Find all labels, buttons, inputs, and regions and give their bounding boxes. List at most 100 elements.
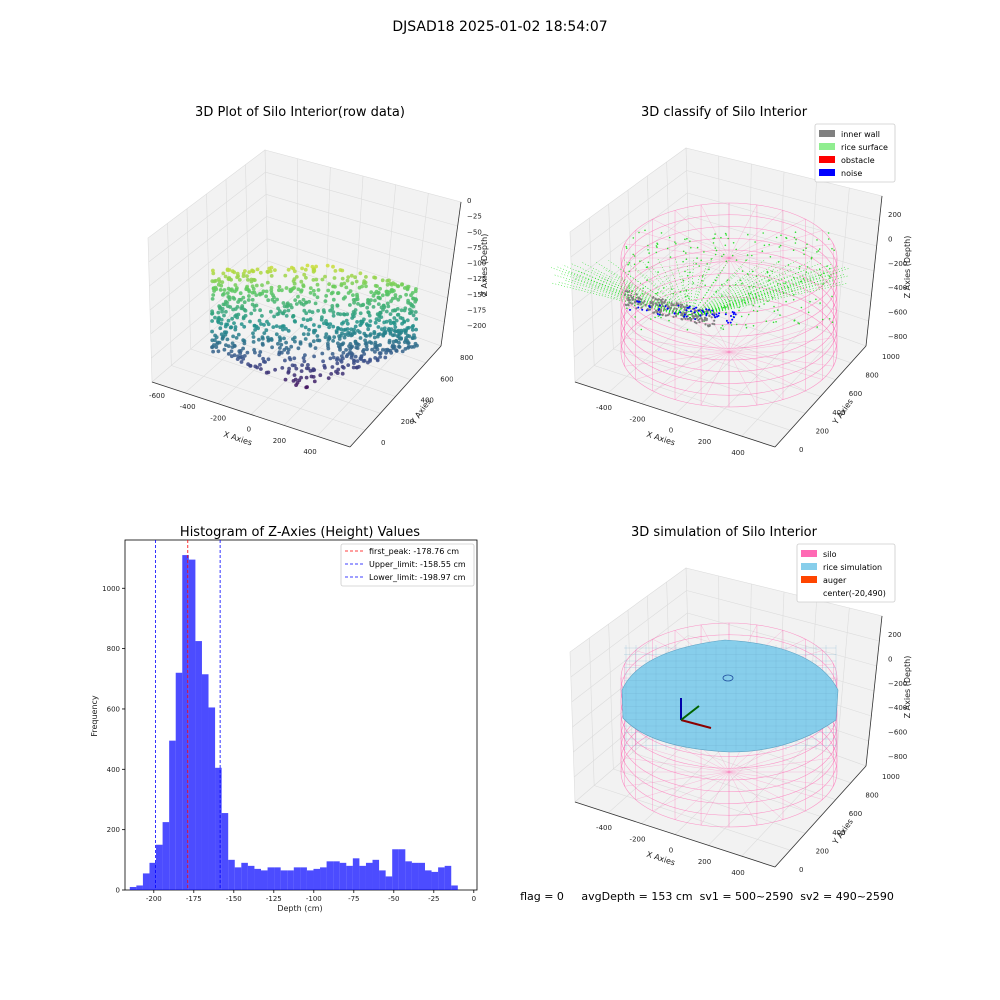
simulation-title: 3D simulation of Silo Interior <box>631 525 818 540</box>
surface-point <box>829 267 831 270</box>
surface-point <box>646 279 648 282</box>
data-point <box>353 354 358 359</box>
data-point <box>258 350 263 354</box>
data-point <box>220 337 225 341</box>
data-point <box>297 378 302 383</box>
data-point <box>312 354 316 359</box>
legend-swatch <box>801 563 817 570</box>
wall-point <box>673 307 676 310</box>
wall-point <box>683 306 687 309</box>
surface-point <box>656 291 659 294</box>
surface-point <box>791 290 793 292</box>
tick-label: −175 <box>467 306 486 314</box>
noise-point <box>708 308 710 311</box>
classify-axis-ticks: -400 -200 0 200 400 0 200 400 600 800 1000 200 0 −200… <box>596 211 907 457</box>
hist-bar <box>418 862 425 890</box>
silo-spoke <box>728 304 784 353</box>
noise-point <box>724 313 727 316</box>
surface-point <box>682 250 685 253</box>
data-point <box>308 317 313 322</box>
data-point <box>361 302 366 307</box>
data-point <box>266 298 271 303</box>
data-point <box>216 310 221 315</box>
data-point <box>348 303 352 307</box>
data-point <box>305 263 310 268</box>
x-tick-label: -50 <box>388 895 399 903</box>
tick-label: 0 <box>888 235 892 243</box>
silo-spoke <box>728 771 823 800</box>
wall-point <box>627 294 630 297</box>
data-point <box>409 303 414 308</box>
data-point <box>393 308 398 313</box>
tick-label: −75 <box>467 244 482 252</box>
data-point <box>272 300 277 304</box>
data-point <box>352 327 356 332</box>
data-point <box>232 321 236 325</box>
hist-bars <box>129 555 458 890</box>
data-point <box>283 273 288 278</box>
silo-spoke <box>624 351 730 367</box>
surface-point <box>668 236 671 239</box>
data-point <box>332 276 337 280</box>
surface-point <box>714 233 716 235</box>
data-point <box>303 325 308 330</box>
surface-point <box>734 284 737 286</box>
data-point <box>299 323 304 328</box>
surface-point <box>633 255 636 257</box>
data-point <box>225 337 230 342</box>
surface-point <box>793 236 796 239</box>
data-point <box>254 324 259 329</box>
data-point <box>249 277 254 282</box>
data-point <box>338 347 342 352</box>
data-point <box>388 312 393 316</box>
surface-point <box>721 255 723 258</box>
data-point <box>371 293 376 298</box>
hist-bar <box>333 861 340 890</box>
y-tick-label: 600 <box>107 705 120 713</box>
data-point <box>293 298 298 302</box>
data-point <box>400 321 404 326</box>
noise-point <box>713 314 716 317</box>
surface-point <box>754 241 756 243</box>
data-point <box>306 366 311 371</box>
data-point <box>363 341 368 346</box>
silo-spoke <box>728 257 784 306</box>
data-point <box>394 318 399 323</box>
surface-point <box>799 265 801 268</box>
data-point <box>246 278 250 282</box>
data-point <box>398 294 403 299</box>
surface-point <box>745 324 747 326</box>
y-tick-label: 1000 <box>102 585 120 593</box>
wall-point <box>628 290 631 293</box>
data-point <box>414 327 418 332</box>
wall-point <box>660 302 663 306</box>
hist-bar <box>169 740 176 890</box>
surface-point <box>728 285 731 287</box>
wall-point <box>634 301 637 304</box>
data-point <box>255 365 260 370</box>
hist-bar <box>339 862 347 890</box>
surface-point <box>678 309 681 312</box>
data-point <box>346 275 351 279</box>
surface-point <box>751 270 754 273</box>
data-point <box>353 308 358 312</box>
figure-suptitle: DJSAD18 2025-01-02 18:54:07 <box>392 19 607 35</box>
data-point <box>384 309 389 314</box>
data-point <box>210 319 215 323</box>
legend-label: Upper_limit: -158.55 cm <box>369 560 466 569</box>
data-point <box>312 292 317 297</box>
center-marker <box>722 674 734 682</box>
simulation-auger-axes <box>680 698 712 729</box>
legend-label: rice simulation <box>823 563 882 572</box>
wall-point <box>664 299 667 302</box>
data-point <box>237 297 242 302</box>
data-point <box>348 289 353 293</box>
data-point <box>257 337 261 342</box>
surface-point <box>773 305 775 308</box>
noise-point <box>725 319 728 322</box>
data-point <box>409 345 414 349</box>
surface-point <box>792 276 795 279</box>
data-point <box>397 340 401 345</box>
data-point <box>311 339 316 344</box>
data-point <box>243 313 248 318</box>
